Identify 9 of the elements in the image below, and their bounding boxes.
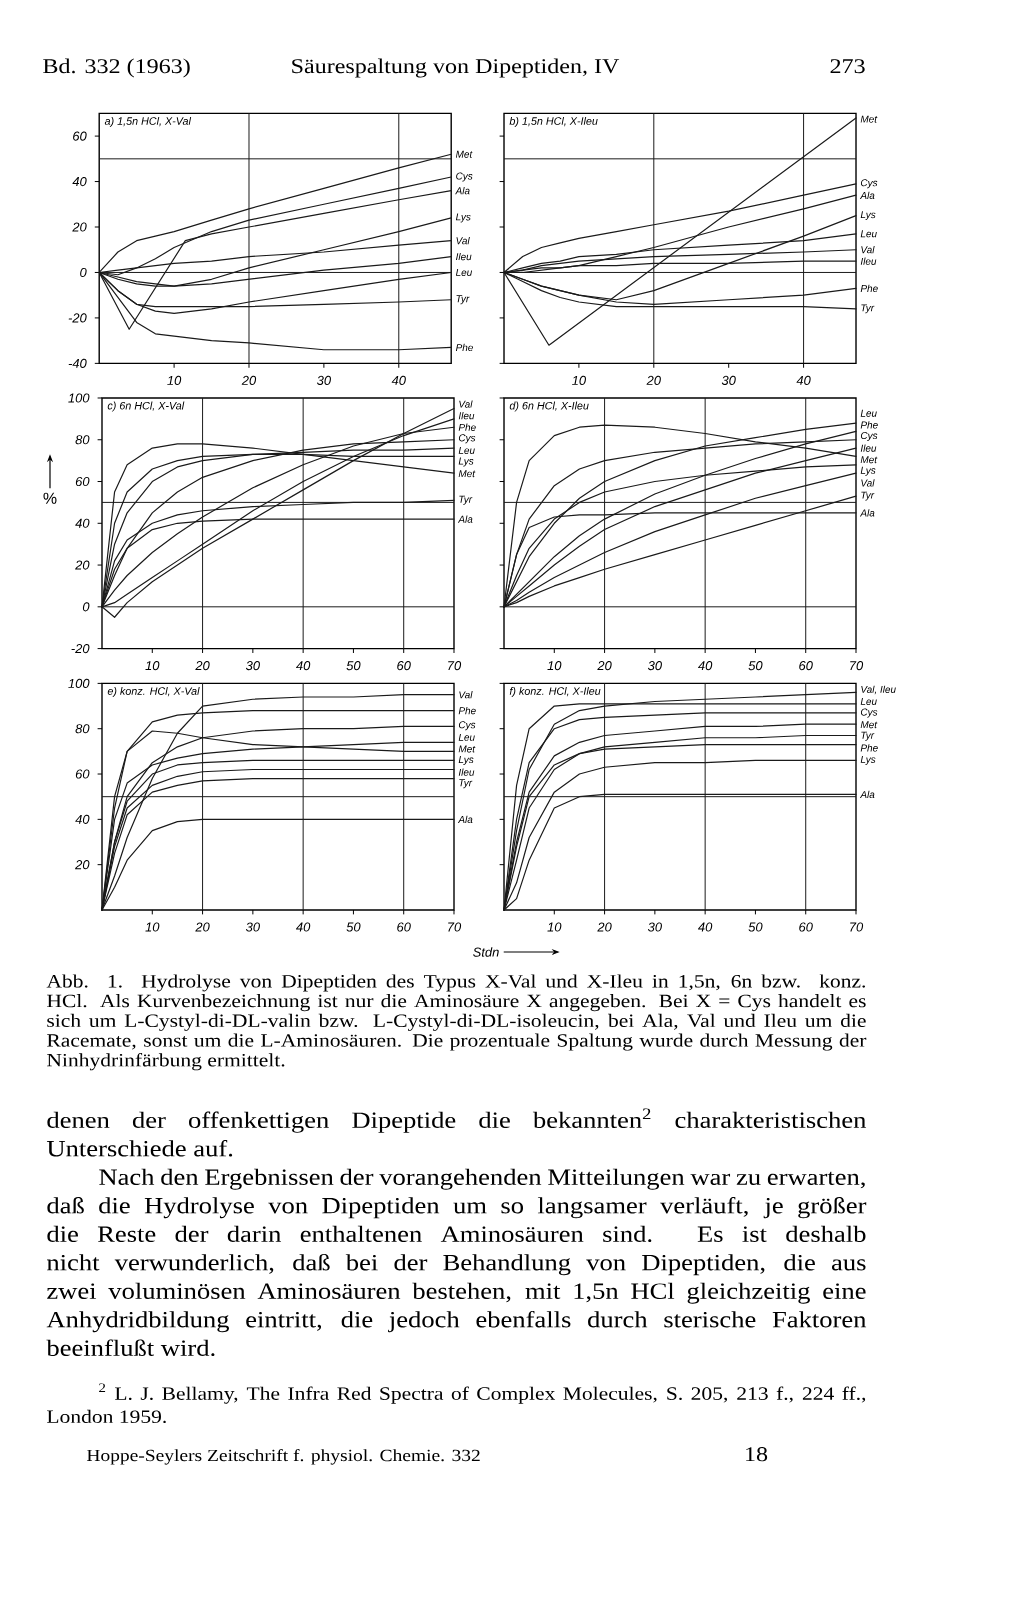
text: Nach den Ergebnissen der vorangehenden Mitteilungen war zu erwarten, daß die Hydrolyse von Dipeptiden um so langsamer verläuft, je größer die Reste der darin enthaltenen Aminosäuren sind. Es ist deshalb nicht verwunderlich, daß bei der Behandlung von Dipeptiden, die aus zwei voluminösen Aminosäuren bestehen, mit 1,5n HCl gleichzeitig eine Anhydridbildung eintritt, die jedoch ebenfalls durch sterische Faktoren beeinflußt wird.	[46, 1168, 867, 1357]
text: Säurespaltung von Dipeptiden, IV	[292, 58, 620, 78]
text: 273	[830, 59, 865, 74]
text: $^{2}$ L. J. Bellamy, The Infra Red Spectra of Complex Molecules, S. 205, 213 f., 224 ff., London 1959.	[47, 1383, 866, 1424]
caption: Abb. 1. Hydrolyse von Dipeptiden des Typus X-Val und X-Ileu in 1,5n, 6n bzw. konz. HCl. Als Kurvenbezeichnung ist nur die Aminosäure X angegeben. Bei X = Cys handelt es sich um L-Cystyl-di-DL-valin bzw. L-Cystyl-di-DL-isoleucin, bei Ala, Val und Ileu um die Racemate, sonst um die L-Aminosäuren. Die prozentuale Spaltung wurde durch Messung der Ninhydrinfärbung ermittelt.	[46, 974, 867, 1071]
text: Hoppe-Seylers Zeitschrift f. physiol. Chemie. 332	[86, 1449, 480, 1465]
text: Bd. 332 (1963)	[43, 58, 190, 78]
text: denen der offenkettigen Dipeptide die bekannten$^{2}$ charakteristischen Unterschiede auf.	[46, 1108, 867, 1157]
text: 18	[746, 1447, 768, 1462]
